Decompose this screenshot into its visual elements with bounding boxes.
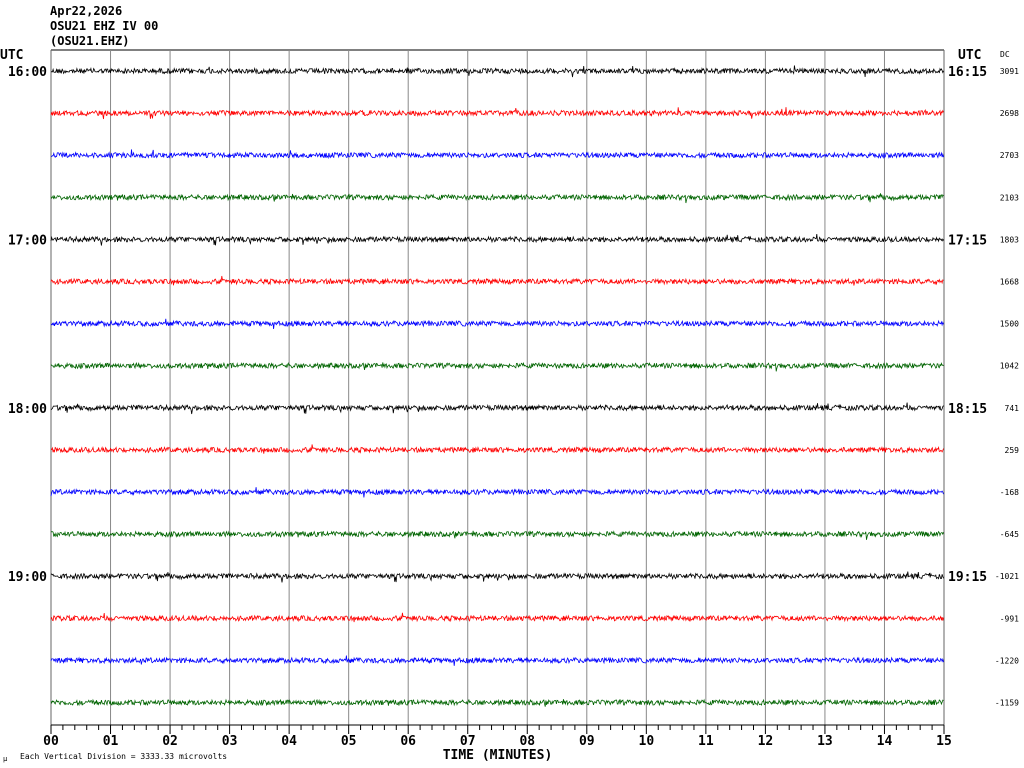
dc-offset-label: -991: [1000, 614, 1019, 623]
x-tick-label: 12: [758, 734, 774, 749]
x-tick-label: 14: [877, 734, 893, 749]
dc-offset-label: 1803: [1000, 235, 1019, 244]
x-tick-label: 10: [639, 734, 655, 749]
x-tick-label: 08: [519, 734, 535, 749]
left-axis-title: UTC: [0, 48, 23, 63]
left-time-label: 18:00: [8, 402, 47, 417]
date-label: Apr22,2026: [50, 4, 123, 18]
seismic-trace: [50, 444, 944, 454]
dc-offset-label: 2698: [1000, 109, 1019, 118]
left-time-label: 17:00: [8, 233, 47, 248]
dc-offset-label: 741: [1005, 404, 1020, 413]
seismic-trace: [50, 318, 944, 330]
x-tick-label: 01: [103, 734, 119, 749]
dc-offset-label: 1500: [1000, 320, 1019, 329]
x-tick-label: 09: [579, 734, 595, 749]
dc-offset-label: 2103: [1000, 193, 1019, 202]
seismic-trace: [50, 612, 944, 623]
seismic-trace: [50, 234, 944, 246]
channel-label: (OSU21.EHZ): [50, 34, 130, 48]
x-tick-label: 00: [43, 734, 59, 749]
seismic-trace: [50, 655, 944, 666]
seismic-trace: [50, 361, 944, 372]
left-time-label: 16:00: [8, 65, 47, 80]
seismic-trace: [50, 193, 944, 204]
dc-title: DC: [1000, 50, 1010, 59]
left-time-label: 19:00: [8, 570, 47, 585]
scale-note: Each Vertical Division = 3333.33 microvo…: [20, 752, 228, 761]
seismic-trace: [50, 107, 944, 120]
dc-offset-label: 1042: [1000, 362, 1019, 371]
x-tick-label: 03: [222, 734, 238, 749]
x-axis-label: TIME (MINUTES): [443, 748, 553, 763]
dc-offset-label: -1021: [995, 572, 1019, 581]
x-tick-label: 04: [281, 734, 297, 749]
dc-offset-label: -1159: [995, 699, 1019, 708]
dc-offset-label: 2703: [1000, 151, 1019, 160]
right-time-label: 17:15: [948, 233, 987, 248]
x-tick-label: 15: [936, 734, 952, 749]
dc-offset-label: -1220: [995, 656, 1019, 665]
seismic-trace: [50, 571, 944, 583]
dc-offset-label: 3091: [1000, 67, 1019, 76]
dc-offset-label: -168: [1000, 488, 1019, 497]
x-tick-label: 06: [400, 734, 416, 749]
x-tick-label: 13: [817, 734, 833, 749]
mu-symbol: µ: [3, 755, 8, 763]
seismic-trace: [50, 487, 944, 498]
x-tick-label: 02: [162, 734, 178, 749]
station-label: OSU21 EHZ IV 00: [50, 19, 159, 33]
x-tick-label: 07: [460, 734, 476, 749]
x-tick-label: 05: [341, 734, 357, 749]
right-time-label: 19:15: [948, 570, 987, 585]
right-time-label: 16:15: [948, 65, 987, 80]
right-time-label: 18:15: [948, 402, 987, 417]
seismic-trace: [50, 402, 944, 415]
dc-offset-label: 259: [1005, 446, 1020, 455]
x-tick-label: 11: [698, 734, 714, 749]
seismic-trace: [50, 698, 944, 707]
seismic-trace: [50, 65, 944, 78]
right-axis-title: UTC: [958, 48, 981, 63]
seismic-trace: [50, 275, 944, 286]
seismic-trace: [50, 530, 944, 540]
dc-offset-label: 1668: [1000, 278, 1019, 287]
seismic-trace: [50, 149, 944, 160]
dc-offset-label: -645: [1000, 530, 1019, 539]
